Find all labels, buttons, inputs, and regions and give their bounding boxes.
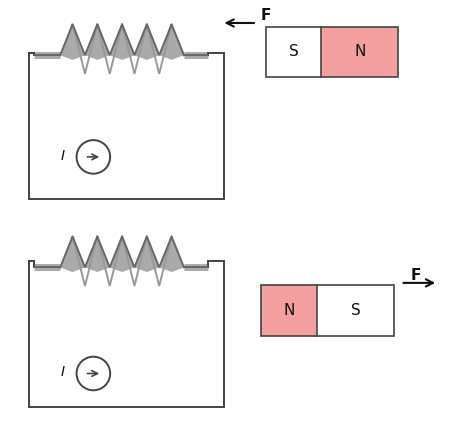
Polygon shape xyxy=(85,24,109,60)
Text: F: F xyxy=(261,8,271,23)
Bar xyxy=(266,27,321,77)
Text: N: N xyxy=(354,45,365,59)
Polygon shape xyxy=(109,236,135,272)
Text: S: S xyxy=(351,303,360,318)
Polygon shape xyxy=(159,24,184,60)
Bar xyxy=(317,285,394,336)
Polygon shape xyxy=(109,24,135,60)
Polygon shape xyxy=(135,24,159,60)
Text: N: N xyxy=(283,303,295,318)
Bar xyxy=(266,27,398,77)
Polygon shape xyxy=(60,24,85,60)
Polygon shape xyxy=(159,236,184,272)
Bar xyxy=(261,285,394,336)
Text: I: I xyxy=(60,365,64,379)
Bar xyxy=(321,27,398,77)
Polygon shape xyxy=(135,236,159,272)
Polygon shape xyxy=(60,236,85,272)
Text: F: F xyxy=(411,268,421,283)
Text: S: S xyxy=(289,45,299,59)
Text: I: I xyxy=(60,149,64,163)
Bar xyxy=(261,285,317,336)
Polygon shape xyxy=(85,236,109,272)
